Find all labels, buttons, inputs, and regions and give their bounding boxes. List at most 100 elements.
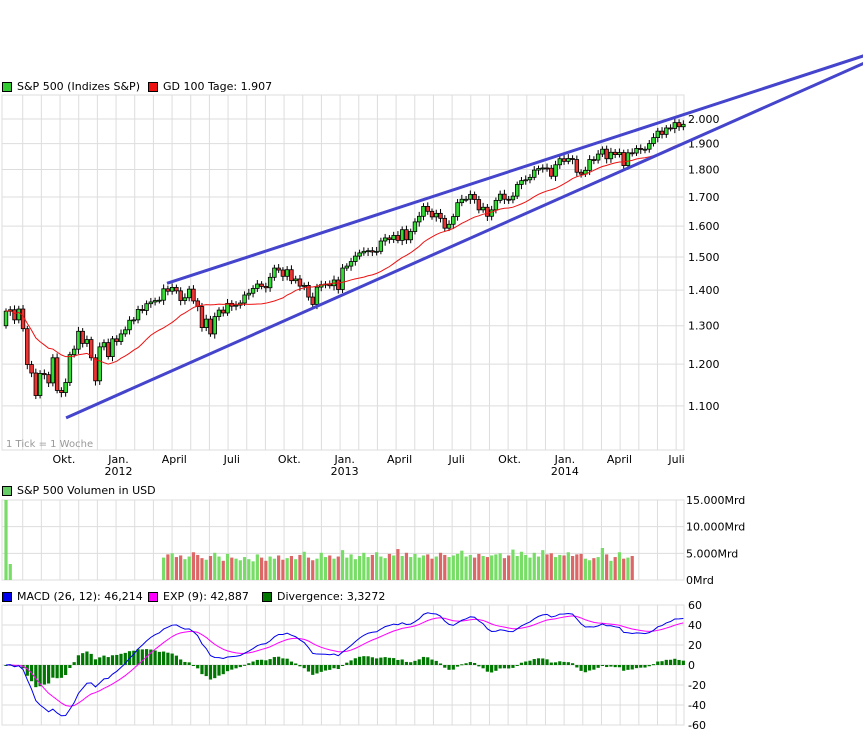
volume-bar bbox=[609, 560, 613, 580]
volume-bar bbox=[532, 552, 536, 580]
legend-macd-label: MACD (26, 12): 46,214 bbox=[17, 590, 143, 603]
volume-bar bbox=[596, 557, 600, 580]
candle-body bbox=[25, 328, 30, 365]
candle-body bbox=[306, 284, 311, 298]
x-tick-month: April bbox=[387, 453, 412, 466]
divergence-bar bbox=[277, 656, 281, 665]
volume-bar bbox=[451, 555, 455, 580]
legend-ma-label: GD 100 Tage: 1.907 bbox=[163, 80, 273, 93]
candle-body bbox=[169, 287, 175, 292]
volume-bar bbox=[447, 557, 451, 580]
volume-bar bbox=[468, 554, 472, 580]
divergence-bar bbox=[221, 665, 225, 675]
volume-bar bbox=[592, 558, 596, 580]
volume-bar bbox=[323, 557, 328, 580]
candle-body bbox=[178, 290, 183, 301]
candle-body bbox=[370, 250, 375, 253]
volume-bar bbox=[502, 558, 507, 580]
candle-body bbox=[540, 167, 545, 170]
macd-line bbox=[5, 612, 684, 717]
divergence-bar bbox=[183, 661, 187, 665]
candle-body bbox=[229, 302, 234, 307]
candle-body bbox=[417, 215, 422, 223]
volume-bar bbox=[213, 552, 217, 580]
x-tick-month: Juli bbox=[448, 453, 465, 466]
volume-bar bbox=[242, 557, 247, 580]
candle-body bbox=[93, 357, 98, 382]
divergence-bar bbox=[298, 665, 302, 667]
volume-bar bbox=[430, 558, 434, 580]
volume-tick-label: 0Mrd bbox=[686, 574, 714, 587]
trendline-lower bbox=[65, 61, 863, 420]
candle-body bbox=[634, 148, 639, 154]
divergence-bar bbox=[460, 664, 464, 666]
candle-body bbox=[67, 354, 73, 383]
divergence-bar bbox=[524, 661, 528, 665]
divergence-bar bbox=[85, 651, 89, 665]
candle-body bbox=[651, 137, 656, 145]
divergence-bar bbox=[332, 665, 336, 669]
price-tick-label: 1.900 bbox=[688, 138, 720, 151]
candle-body bbox=[272, 267, 277, 278]
candle-body bbox=[485, 206, 490, 217]
divergence-bar bbox=[42, 665, 46, 685]
volume-bar bbox=[588, 560, 592, 580]
candle-body bbox=[165, 288, 171, 292]
divergence-bar bbox=[664, 659, 668, 665]
divergence-bar bbox=[421, 656, 426, 665]
x-tick-year: 2012 bbox=[104, 465, 132, 478]
divergence-bar bbox=[349, 660, 353, 665]
divergence-bar bbox=[588, 665, 592, 671]
volume-bar bbox=[570, 556, 575, 580]
candle-body bbox=[408, 231, 413, 241]
divergence-bar bbox=[140, 649, 144, 665]
macd-tick-label: -40 bbox=[688, 699, 706, 712]
candle-body bbox=[174, 287, 179, 292]
candle-body bbox=[493, 199, 499, 211]
divergence-bar bbox=[639, 665, 643, 668]
candle-body bbox=[608, 151, 614, 160]
candle-body bbox=[361, 250, 367, 254]
candle-body bbox=[310, 296, 315, 305]
divergence-bar bbox=[426, 657, 430, 665]
candle-body bbox=[3, 310, 9, 327]
divergence-bar bbox=[447, 665, 451, 670]
divergence-bar bbox=[187, 662, 191, 665]
candle-body bbox=[600, 148, 605, 155]
divergence-bar bbox=[417, 659, 421, 665]
candle-body bbox=[46, 374, 51, 384]
divergence-bar bbox=[430, 659, 434, 665]
candle-body bbox=[515, 184, 520, 197]
divergence-bar bbox=[336, 665, 340, 669]
volume-bar bbox=[208, 556, 213, 580]
candle-body bbox=[152, 300, 158, 303]
divergence-bar bbox=[511, 665, 515, 668]
divergence-bar bbox=[443, 665, 447, 668]
candle-body bbox=[314, 286, 320, 305]
x-tick-month: Jan. bbox=[554, 453, 575, 466]
candle-body bbox=[144, 303, 149, 311]
candle-body bbox=[523, 179, 528, 182]
candle-body bbox=[276, 267, 281, 271]
volume-bar bbox=[417, 557, 421, 580]
candle-body bbox=[395, 235, 401, 241]
divergence-bar bbox=[55, 665, 59, 679]
volume-bar bbox=[255, 554, 259, 580]
volume-bar bbox=[375, 552, 379, 580]
divergence-bar bbox=[605, 665, 609, 668]
x-tick-month: Jan. bbox=[107, 453, 128, 466]
divergence-bar bbox=[217, 665, 221, 676]
divergence-bar bbox=[81, 653, 85, 665]
divergence-bar bbox=[93, 659, 98, 665]
divergence-bar bbox=[76, 655, 81, 665]
candle-body bbox=[216, 309, 222, 317]
divergence-bar bbox=[200, 665, 204, 675]
divergence-bar bbox=[515, 665, 519, 666]
price-tick-label: 2.000 bbox=[688, 113, 720, 126]
volume-bar bbox=[357, 556, 362, 580]
candle-body bbox=[29, 364, 34, 374]
divergence-bar bbox=[490, 665, 494, 673]
volume-bar bbox=[370, 554, 374, 580]
volume-bar bbox=[272, 558, 276, 580]
candle-body bbox=[54, 357, 60, 391]
